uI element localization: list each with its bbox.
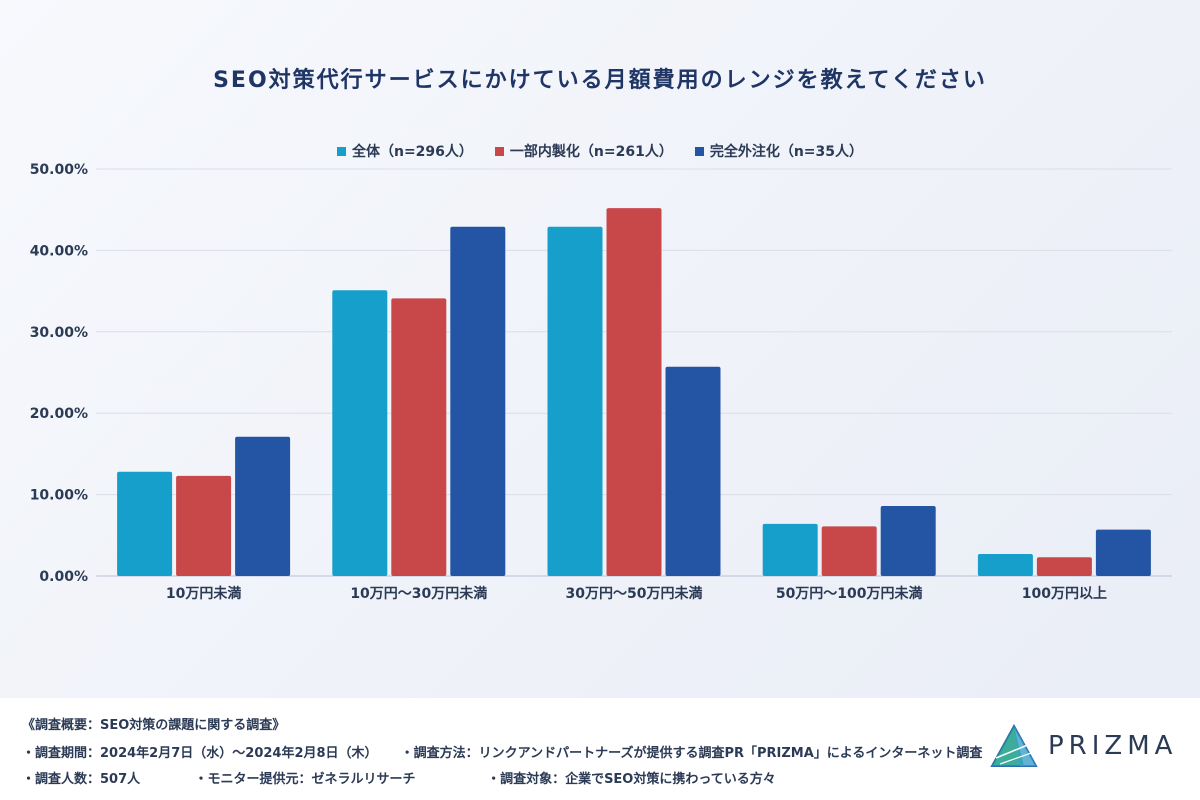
y-tick-label: 30.00% xyxy=(30,325,88,341)
prism-logo-icon xyxy=(990,724,1038,767)
legend-swatch-overall xyxy=(336,146,346,156)
y-tick-label: 40.00% xyxy=(30,243,88,259)
x-tick-label: 10万円〜30万円未満 xyxy=(350,585,487,602)
bar-chart: 0.00% 10.00% 20.00% 30.00% 40.00% 50.00% 10万円未… xyxy=(30,162,1172,602)
y-tick-label: 0.00% xyxy=(39,569,88,585)
survey-provider: ・モニター提供元：ゼネラルリサーチ xyxy=(194,772,416,787)
brand-name: PRIZMA xyxy=(1048,731,1178,761)
bar xyxy=(450,226,506,576)
legend-item-partial-inhouse: 一部内製化（n=261人） xyxy=(494,141,673,161)
x-tick-label: 30万円〜50万円未満 xyxy=(566,585,703,602)
chart-title: SEO対策代行サービスにかけている月額費用のレンジを教えてください xyxy=(213,68,987,93)
bar xyxy=(880,505,936,576)
bar xyxy=(821,526,877,576)
y-tick-label: 10.00% xyxy=(30,488,88,504)
bar xyxy=(1095,529,1151,576)
bar xyxy=(117,471,173,576)
bar xyxy=(391,298,447,576)
legend-item-full-outsource: 完全外注化（n=35人） xyxy=(694,141,864,161)
x-tick-label: 50万円〜100万円未満 xyxy=(776,585,923,602)
bar xyxy=(176,475,232,576)
bar xyxy=(606,208,662,576)
legend-label-full-outsource: 完全外注化（n=35人） xyxy=(709,144,864,160)
legend-swatch-full-outsource xyxy=(694,146,704,156)
legend-item-overall: 全体（n=296人） xyxy=(336,141,473,161)
bar xyxy=(762,523,818,576)
legend-label-partial-inhouse: 一部内製化（n=261人） xyxy=(509,144,673,160)
prizma-brand: PRIZMA xyxy=(990,724,1177,768)
survey-count: ・調査人数：507人 xyxy=(22,772,141,787)
legend-label-overall: 全体（n=296人） xyxy=(351,144,473,160)
bar xyxy=(977,554,1033,576)
survey-footer: 《調査概要：SEO対策の課題に関する調査》 ・調査期間：2024年2月7日（水）… xyxy=(0,698,1200,800)
legend-swatch-partial-inhouse xyxy=(494,146,504,156)
y-tick-label: 20.00% xyxy=(30,406,88,422)
survey-method: ・調査方法：リンクアンドパートナーズが提供する調査PR「PRIZMA」によるイン… xyxy=(400,746,983,761)
survey-target: ・調査対象：企業でSEO対策に携わっている方々 xyxy=(487,772,776,787)
bar xyxy=(1036,557,1092,576)
bar xyxy=(235,436,291,576)
bar xyxy=(665,366,721,576)
survey-period-method: ・調査期間：2024年2月7日（水）〜2024年2月8日（木） ・調査方法：リン… xyxy=(22,742,982,761)
survey-period: ・調査期間：2024年2月7日（水）〜2024年2月8日（木） xyxy=(22,746,378,761)
x-tick-label: 10万円未満 xyxy=(166,585,241,602)
bar xyxy=(332,290,388,576)
chart-legend: 全体（n=296人） 一部内製化（n=261人） 完全外注化（n=35人） xyxy=(0,141,1200,161)
x-tick-label: 100万円以上 xyxy=(1022,586,1107,602)
survey-heading: 《調査概要：SEO対策の課題に関する調査》 xyxy=(22,718,286,733)
bar xyxy=(547,226,603,576)
y-tick-label: 50.00% xyxy=(30,162,88,178)
survey-details: ・調査人数：507人 ・モニター提供元：ゼネラルリサーチ ・調査対象：企業でSE… xyxy=(22,768,776,787)
